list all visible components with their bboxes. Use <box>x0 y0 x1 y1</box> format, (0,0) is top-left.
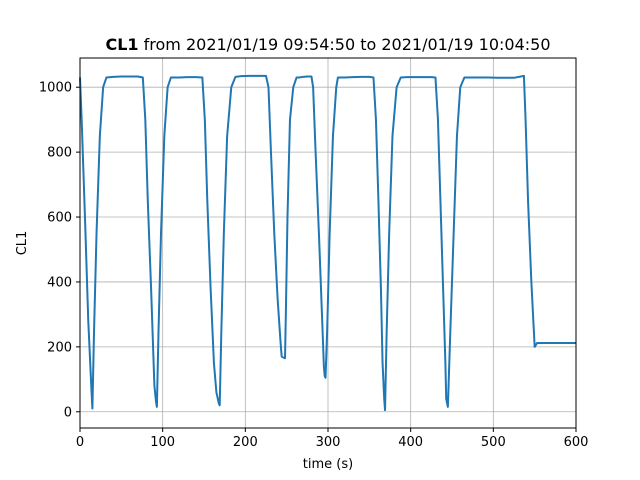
y-axis-ticks: 0 200 400 600 800 1000 <box>39 81 80 420</box>
plot-frame <box>79 57 577 429</box>
y-tick-label: 0 <box>64 405 72 420</box>
series-line <box>79 74 576 412</box>
x-tick-label: 100 <box>150 435 175 450</box>
x-tick-label: 300 <box>316 435 341 450</box>
y-tick-label: 400 <box>47 275 72 290</box>
x-tick-label: 600 <box>564 435 589 450</box>
y-tick-label: 200 <box>47 340 72 355</box>
x-tick-label: 0 <box>76 435 84 450</box>
y-tick-label: 600 <box>47 211 72 226</box>
x-tick-label: 500 <box>481 435 506 450</box>
x-axis-label: time (s) <box>303 457 353 472</box>
x-tick-label: 200 <box>233 435 258 450</box>
chart-title: CL1 from 2021/01/19 09:54:50 to 2021/01/… <box>105 35 550 54</box>
x-axis-ticks: 0 100 200 300 400 500 600 <box>76 428 589 450</box>
y-tick-label: 800 <box>47 146 72 161</box>
y-axis-label: CL1 <box>15 231 30 256</box>
chart-title-variable: CL1 <box>105 35 138 54</box>
x-tick-label: 400 <box>398 435 423 450</box>
chart-title-range: from 2021/01/19 09:54:50 to 2021/01/19 1… <box>139 35 551 54</box>
y-tick-label: 1000 <box>39 81 72 96</box>
